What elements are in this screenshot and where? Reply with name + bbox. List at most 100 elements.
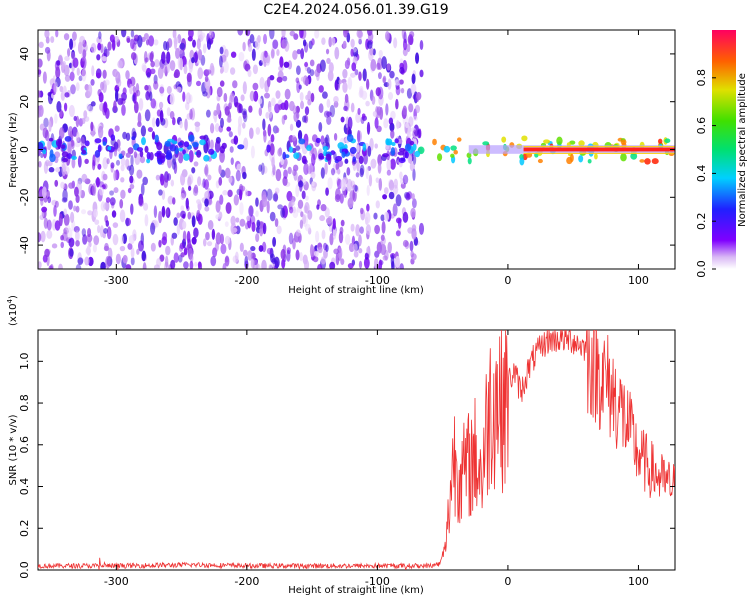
noise-cell [416,129,421,139]
noise-cell [317,264,323,269]
noise-cell [380,214,385,222]
noise-cell [317,246,323,254]
signal-cell [102,141,107,146]
signal-cell [165,142,172,147]
noise-cell [231,227,238,233]
noise-cell [377,72,382,80]
signal-cell [341,151,346,158]
noise-cell [207,174,212,181]
noise-cell [350,223,355,232]
noise-cell [230,51,237,58]
noise-cell [264,92,270,99]
noise-cell [160,173,165,186]
noise-cell [189,253,194,263]
noise-cell [371,95,376,105]
noise-cell [335,162,340,171]
noise-cell [63,33,70,41]
noise-cell [122,87,127,95]
noise-cell [297,180,304,188]
signal-cell [183,153,190,161]
noise-cell [297,199,304,209]
noise-cell [119,209,126,223]
signal-cell [409,140,415,146]
noise-cell [326,57,331,65]
noise-cell [180,205,185,212]
noise-cell [191,215,196,228]
noise-cell [161,51,166,64]
noise-cell [153,205,158,219]
noise-cell [121,30,127,38]
noise-cell [402,174,409,185]
noise-cell [352,243,358,253]
x-tick-label: -100 [365,575,390,588]
noise-cell [304,62,308,68]
noise-cell [299,252,303,262]
noise-cell [137,112,142,125]
noise-cell [339,193,344,204]
noise-cell [351,62,357,72]
noise-cell [122,254,128,264]
noise-cell [75,131,80,143]
noise-cell [344,93,349,104]
signal-cell [325,153,332,161]
noise-cell [170,259,176,269]
noise-cell [324,137,328,144]
noise-cell [58,213,63,227]
noise-cell [143,202,149,211]
noise-cell [68,182,75,189]
noise-cell [287,60,293,70]
signal-cell [71,155,77,160]
noise-cell [374,117,379,129]
signal-cell [537,158,543,164]
noise-cell [72,31,77,41]
noise-cell [307,99,312,106]
noise-cell [163,177,169,189]
noise-cell [412,154,417,166]
noise-cell [407,155,413,164]
noise-cell [346,32,351,43]
signal-cell [404,143,412,152]
noise-cell [186,230,191,244]
noise-cell [218,164,222,175]
noise-cell [96,54,101,61]
y-tick-label: 0.0 [18,561,31,579]
noise-cell [332,227,337,240]
noise-cell [353,250,359,258]
noise-cell [142,262,147,269]
noise-cell [78,185,82,199]
noise-cell [376,62,381,70]
noise-cell [127,147,134,155]
noise-cell [167,37,173,48]
noise-cell [419,69,424,78]
noise-cell [321,229,326,240]
noise-cell [120,157,126,167]
signal-cell [346,134,354,143]
noise-cell [64,74,71,82]
noise-cell [83,110,88,119]
noise-cell [412,129,418,139]
y-tick-label: 0.6 [18,436,31,454]
noise-cell [205,109,211,118]
noise-cell [326,111,332,117]
noise-cell [232,255,239,263]
noise-cell [204,75,209,82]
snr-axes: -300 -200 -100 0 100 0.0 0.2 0.4 0.6 0.8 1.0 [18,330,675,588]
noise-cell [180,210,186,219]
noise-cell [310,92,315,103]
noise-cell [292,209,299,219]
noise-cell [56,60,61,66]
noise-cell [242,110,247,120]
signal-cell [178,147,184,152]
noise-cell [49,78,55,86]
noise-cell [230,157,234,166]
noise-cell [48,120,52,132]
noise-cell [363,257,370,269]
noise-cell [320,167,325,179]
noise-cell [43,161,49,174]
signal-cell [386,141,393,146]
noise-cell [75,82,80,92]
noise-cell [389,70,395,79]
noise-cell [300,211,304,218]
noise-cell [94,219,100,225]
noise-cell [377,154,383,166]
